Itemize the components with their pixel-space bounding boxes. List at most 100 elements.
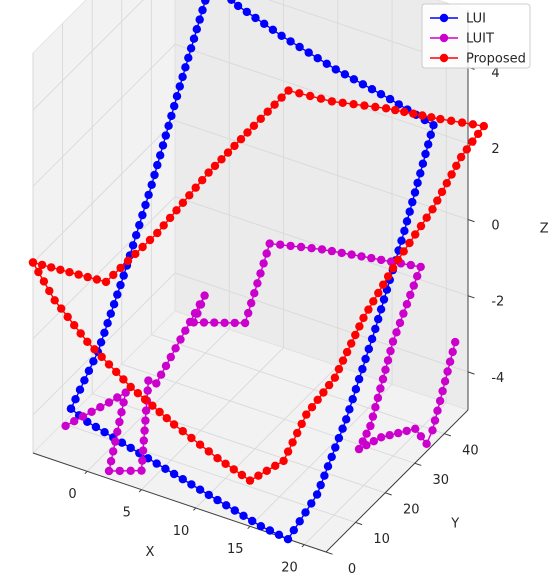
tick-labels: 0 5 10 15 20 0 10 20 30 40 -4 -2 0 2 4 <box>68 66 504 577</box>
data-point-proposed <box>388 263 398 273</box>
data-point-proposed <box>57 304 66 313</box>
data-point-proposed <box>45 286 54 296</box>
data-point-luit <box>402 300 412 309</box>
data-point-luit <box>156 370 166 379</box>
data-point-lui <box>213 495 222 505</box>
data-point-proposed <box>187 433 196 443</box>
data-point-luit <box>394 428 403 438</box>
z-tick-label: -2 <box>491 295 504 310</box>
grid-line-z-back <box>174 272 469 373</box>
data-point-proposed <box>165 213 175 223</box>
data-point-luit <box>262 249 271 258</box>
data-point-proposed <box>204 447 213 456</box>
data-point-proposed <box>262 466 271 475</box>
data-point-lui <box>358 80 368 89</box>
data-point-luit <box>138 446 148 455</box>
data-point-lui <box>385 94 395 104</box>
data-point-luit <box>368 412 378 421</box>
data-point-lui <box>186 44 196 53</box>
grid-line-z-back <box>174 43 469 144</box>
data-point-lui <box>277 31 286 40</box>
data-point-lui <box>198 5 207 15</box>
z-tick-label: 0 <box>491 218 499 233</box>
data-point-proposed <box>306 91 315 101</box>
data-point-luit <box>141 406 151 415</box>
data-point-proposed <box>342 347 352 357</box>
data-point-luit <box>240 318 250 328</box>
data-point-proposed <box>288 438 297 447</box>
data-point-lui <box>189 34 199 43</box>
data-point-luit <box>402 426 411 436</box>
data-point-lui <box>364 344 373 354</box>
data-point-lui <box>141 200 150 210</box>
y-tick-mark <box>355 521 363 526</box>
data-point-lui <box>334 433 344 443</box>
data-point-proposed <box>364 305 373 314</box>
x-tick-label: 0 <box>68 487 76 502</box>
z-tick-mark <box>467 219 475 223</box>
data-point-proposed <box>145 235 155 245</box>
data-point-lui <box>371 324 380 334</box>
data-point-lui <box>242 7 251 17</box>
x-tick-mark <box>247 525 251 530</box>
data-point-proposed <box>210 161 220 171</box>
data-point-luit <box>143 386 152 395</box>
data-point-proposed <box>360 101 369 110</box>
data-point-lui <box>316 480 325 490</box>
y-tick-label: 30 <box>433 473 450 488</box>
data-point-lui <box>100 328 109 337</box>
data-point-luit <box>161 361 171 371</box>
data-point-luit <box>220 318 229 327</box>
data-point-luit <box>381 365 390 374</box>
data-point-luit <box>109 447 118 456</box>
data-point-proposed <box>327 97 337 106</box>
data-point-lui <box>135 220 144 230</box>
data-point-luit <box>373 393 383 403</box>
series-luit <box>61 239 460 476</box>
data-point-proposed <box>279 456 288 466</box>
data-point-lui <box>119 271 128 280</box>
data-point-luit <box>141 416 150 425</box>
data-point-proposed <box>123 256 133 266</box>
data-point-proposed <box>330 373 340 382</box>
data-point-proposed <box>277 93 286 102</box>
y-tick-mark <box>444 433 452 437</box>
data-point-lui <box>170 101 179 111</box>
data-point-luit <box>369 437 378 446</box>
data-point-proposed <box>349 100 358 109</box>
data-point-lui <box>410 188 420 197</box>
data-point-proposed <box>221 459 230 468</box>
z-tick-mark <box>467 371 475 375</box>
data-point-proposed <box>393 255 403 264</box>
data-point-luit <box>411 424 420 433</box>
data-point-lui <box>178 475 187 484</box>
x-tick-label: 15 <box>227 542 244 557</box>
data-point-proposed <box>307 403 317 412</box>
data-point-proposed <box>97 352 106 362</box>
data-point-luit <box>119 398 128 407</box>
data-point-proposed <box>369 297 378 306</box>
series-lui <box>66 0 438 544</box>
grid-line-z-back <box>267 0 469 68</box>
data-point-lui <box>260 19 269 28</box>
data-point-lui <box>301 508 310 517</box>
data-point-lui <box>320 471 329 480</box>
data-point-proposed <box>178 198 188 207</box>
data-point-luit <box>230 318 239 328</box>
data-point-proposed <box>254 471 263 480</box>
data-point-lui <box>421 149 430 159</box>
x-tick-label: 10 <box>173 524 190 539</box>
data-point-lui <box>413 178 422 188</box>
data-point-lui <box>408 197 417 207</box>
data-point-proposed <box>74 270 83 279</box>
data-point-luit <box>296 242 306 252</box>
data-point-luit <box>354 444 364 454</box>
data-point-lui <box>184 53 193 62</box>
data-point-lui <box>248 516 257 526</box>
data-point-proposed <box>381 104 391 113</box>
x-axis-label: X <box>145 545 154 560</box>
data-point-lui <box>379 295 389 304</box>
data-point-luit <box>445 357 455 366</box>
data-point-luit <box>137 466 146 475</box>
